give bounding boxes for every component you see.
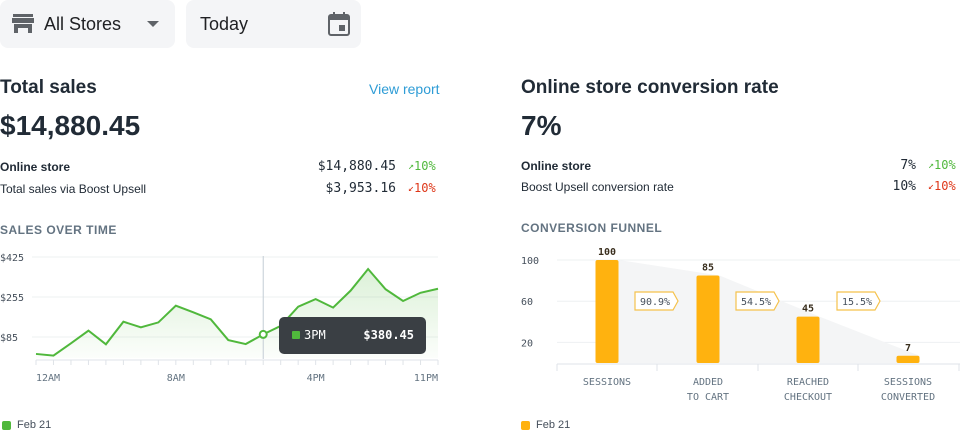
step-rate-badge	[735, 291, 780, 311]
step-rate-badge	[836, 291, 881, 311]
x-tick-label: 11PM	[414, 373, 438, 384]
metric-value: 7%	[900, 158, 916, 173]
metric-label: Online store	[0, 160, 71, 174]
legend-swatch	[2, 420, 11, 430]
date-picker-value: Today	[200, 13, 249, 34]
calendar-icon	[328, 12, 350, 36]
bar-data-label: 100	[598, 247, 616, 258]
metric-value: $3,953.16	[325, 181, 396, 196]
x-tick-label: 4PM	[307, 373, 325, 384]
x-category-label: CHECKOUT	[784, 392, 832, 403]
hover-point	[258, 329, 268, 339]
metric-label: Boost Upsell conversion rate	[521, 180, 674, 194]
y-tick-label: $425	[0, 253, 24, 264]
legend-label: Feb 21	[536, 419, 571, 431]
metric-value: $14,880.45	[317, 159, 396, 174]
y-tick-label: 20	[521, 338, 533, 349]
tooltip	[279, 317, 426, 354]
step-rate-badge	[634, 291, 679, 311]
tooltip-label: 3PM	[304, 328, 326, 342]
conversion-funnel-chart: 100 60 20 100 SESSIONS 85 ADDED TO CART 45 REACHE…	[521, 247, 960, 403]
funnel-bar	[896, 355, 920, 363]
change-value: 10%	[934, 179, 956, 193]
y-tick-label: $85	[0, 333, 18, 344]
arrow-down-left-icon: ↙	[408, 182, 415, 194]
y-tick-label: $255	[0, 293, 24, 304]
x-tick-label: 12AM	[36, 373, 60, 384]
view-report-link[interactable]: View report	[369, 81, 440, 97]
metric-change: ↙ 10%	[408, 181, 436, 195]
chevron-down-icon	[147, 21, 159, 27]
date-picker[interactable]: Today	[186, 0, 361, 48]
step-rate-label: 54.5%	[741, 297, 771, 308]
metric-label: Online store	[521, 159, 592, 173]
sales-line-chart: $425 $255 $85 12AM 8AM 4PM 11PM 3PM $380.45	[0, 253, 439, 384]
legend-label: Feb 21	[17, 419, 52, 431]
sales-legend: Feb 21	[2, 419, 51, 431]
arrow-up-right-icon: ↗	[408, 160, 415, 172]
bar-data-label: 45	[802, 304, 814, 315]
metric-change: ↙ 10%	[928, 179, 956, 193]
x-category-label: CONVERTED	[881, 392, 935, 403]
bar-data-label: 85	[702, 262, 714, 273]
legend-swatch	[521, 420, 530, 430]
x-category-label: SESSIONS	[583, 377, 631, 388]
sales-over-time-heading: SALES OVER TIME	[0, 223, 117, 237]
metric-change: ↗ 10%	[928, 158, 956, 172]
x-category-label: SESSIONS	[884, 377, 932, 388]
tooltip-value: $380.45	[363, 328, 414, 342]
x-category-label: ADDED	[693, 377, 723, 388]
total-sales-value: $14,880.45	[0, 110, 141, 141]
y-tick-label: 60	[521, 297, 533, 308]
total-sales-title: Total sales	[0, 77, 97, 98]
arrow-up-right-icon: ↗	[928, 159, 935, 171]
metric-change: ↗ 10%	[408, 159, 436, 173]
step-rate-label: 15.5%	[842, 297, 872, 308]
change-value: 10%	[414, 159, 436, 173]
change-value: 10%	[414, 181, 436, 195]
store-icon	[12, 14, 34, 33]
store-select-value: All Stores	[44, 13, 122, 34]
arrow-down-left-icon: ↙	[928, 180, 935, 192]
sales-line	[35, 267, 439, 357]
tooltip-swatch	[292, 331, 300, 339]
metric-value: 10%	[892, 179, 916, 194]
funnel-bar	[595, 260, 619, 363]
x-category-label: REACHED	[787, 377, 829, 388]
funnel-bar	[696, 275, 720, 363]
conversion-value: 7%	[521, 110, 562, 141]
x-category-label: TO CART	[687, 392, 729, 403]
change-value: 10%	[934, 158, 956, 172]
bar-data-label: 7	[905, 343, 911, 354]
metric-label: Total sales via Boost Upsell	[0, 182, 147, 196]
store-select[interactable]: All Stores	[0, 0, 175, 48]
conversion-funnel-heading: CONVERSION FUNNEL	[521, 221, 663, 235]
y-tick-label: 100	[521, 256, 539, 267]
step-rate-label: 90.9%	[640, 297, 670, 308]
conversion-title: Online store conversion rate	[521, 77, 779, 98]
funnel-bar	[796, 316, 820, 363]
funnel-legend: Feb 21	[521, 419, 570, 431]
x-tick-label: 8AM	[167, 373, 185, 384]
funnel-shade	[618, 260, 920, 363]
